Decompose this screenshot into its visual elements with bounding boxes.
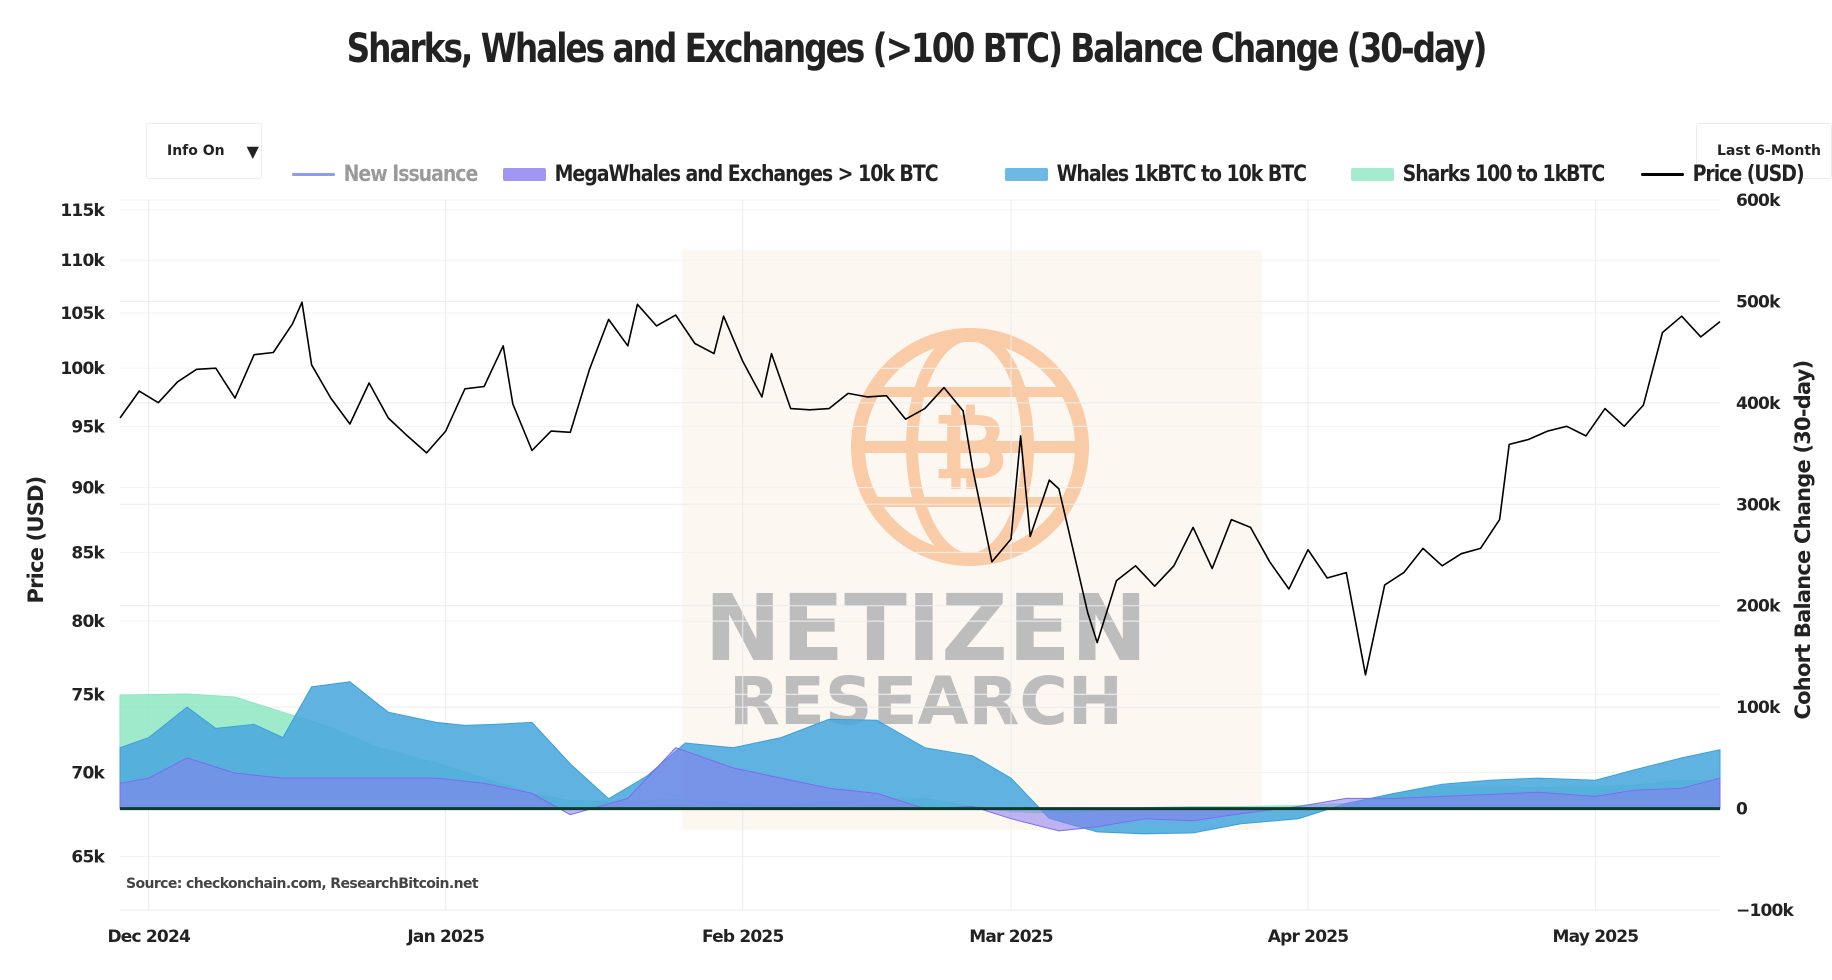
legend-swatch-whales [1004,167,1048,181]
legend-label-price: Price (USD) [1692,161,1805,187]
y-right-tick-label: 600k [1736,191,1781,211]
legend-item-whales[interactable]: Whales 1kBTC to 10k BTC [1004,161,1307,187]
caret-down-icon: ▼ [246,141,259,161]
y-left-tick-label: 105k [60,304,105,324]
source-note: Source: checkonchain.com, ResearchBitcoi… [126,876,479,892]
legend-swatch-price [1641,172,1685,176]
range-selector-label: Last 6-Month [1717,143,1821,159]
legend-label-whales: Whales 1kBTC to 10k BTC [1056,161,1306,187]
legend-label-sharks: Sharks 100 to 1kBTC [1402,161,1605,187]
legend-label-new-issuance: New Issuance [343,161,479,187]
legend-swatch-sharks [1350,167,1394,181]
chart-title: Sharks, Whales and Exchanges (>100 BTC) … [346,26,1488,72]
x-axis-ticks: Dec 2024 Jan 2025 Feb 2025 Mar 2025 Apr 2025… [107,927,1639,947]
y-right-tick-label: −100k [1736,901,1795,921]
watermark: ₿ NETIZEN RESEARCH [682,250,1262,830]
right-axis-ticks: −100k 0 100k 200k 300k 400k 500k 600k [1736,191,1795,921]
x-tick-label: Feb 2025 [702,927,783,947]
chart-legend: New Issuance MegaWhales and Exchanges > … [292,156,1826,192]
y-left-tick-label: 110k [60,251,105,271]
y-left-tick-label: 115k [60,201,105,221]
y-left-tick-label: 75k [71,685,105,705]
y-left-tick-label: 85k [71,543,105,563]
x-tick-label: Mar 2025 [969,927,1053,947]
y-axis-left-title: Price (USD) [24,477,48,604]
legend-swatch-new-issuance [292,172,335,176]
range-selector-button[interactable]: Last 6-Month [1696,123,1832,179]
watermark-line1: NETIZEN [704,575,1147,682]
legend-item-new-issuance[interactable]: New Issuance [292,161,479,187]
x-tick-label: May 2025 [1553,927,1639,947]
price-line [119,301,1721,676]
x-tick-label: Dec 2024 [107,927,191,947]
y-left-tick-label: 80k [71,612,105,632]
y-right-tick-label: 200k [1736,597,1781,617]
y-left-tick-label: 65k [71,847,105,867]
info-toggle-button[interactable]: Info On ▼ [146,123,262,179]
y-axis-right-title: Cohort Balance Change (30-day) [1791,361,1815,720]
y-right-tick-label: 100k [1736,698,1781,718]
y-right-tick-label: 400k [1736,394,1781,414]
y-right-tick-label: 300k [1736,495,1781,515]
y-right-tick-label: 0 [1736,800,1748,820]
x-tick-label: Jan 2025 [406,927,484,947]
y-left-tick-label: 70k [71,763,105,783]
x-tick-label: Apr 2025 [1268,927,1349,947]
legend-item-price[interactable]: Price (USD) [1641,161,1805,187]
legend-item-sharks[interactable]: Sharks 100 to 1kBTC [1350,161,1605,187]
y-left-tick-label: 100k [60,359,105,379]
watermark-line2: RESEARCH [729,663,1123,740]
left-axis-ticks: 65k 70k 75k 80k 85k 90k 95k 100k 105k 110k 115k [60,201,106,868]
y-right-tick-label: 500k [1736,292,1781,312]
legend-label-megawhales: MegaWhales and Exchanges > 10k BTC [555,161,939,187]
price-series [119,301,1721,676]
legend-swatch-megawhales [503,167,547,181]
y-left-tick-label: 95k [71,417,105,437]
legend-item-megawhales[interactable]: MegaWhales and Exchanges > 10k BTC [503,161,939,187]
svg-text:₿: ₿ [933,393,1008,500]
bitcoin-globe-icon: ₿ [851,328,1089,566]
info-toggle-label: Info On [167,143,225,159]
y-left-tick-label: 90k [71,479,105,499]
watermark-background [682,250,1262,830]
